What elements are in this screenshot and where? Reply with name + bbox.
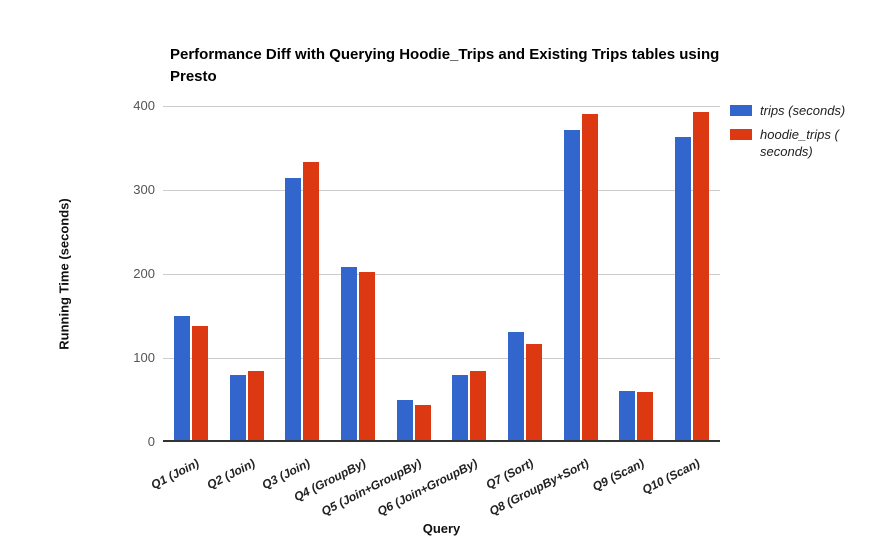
bar-group bbox=[386, 106, 442, 442]
plot-area bbox=[163, 106, 720, 442]
bar-group bbox=[442, 106, 498, 442]
bar bbox=[452, 374, 469, 442]
x-tick-label: Q2 (Join) bbox=[204, 456, 257, 493]
bar bbox=[619, 390, 636, 442]
gridline bbox=[163, 358, 720, 359]
legend-swatch-icon bbox=[730, 105, 752, 116]
bar bbox=[563, 130, 580, 442]
bar bbox=[303, 162, 320, 442]
bar bbox=[414, 405, 431, 442]
bars-layer bbox=[163, 106, 720, 442]
bar bbox=[581, 114, 598, 442]
x-tick-label: Q6 (Join+GroupBy) bbox=[375, 456, 480, 519]
gridline bbox=[163, 190, 720, 191]
bar-group bbox=[330, 106, 386, 442]
legend-label: trips (seconds) bbox=[760, 103, 846, 118]
bar bbox=[396, 400, 413, 442]
bar-group bbox=[219, 106, 275, 442]
bar bbox=[358, 272, 375, 442]
gridline bbox=[163, 274, 720, 275]
bar bbox=[637, 392, 654, 442]
legend-item: trips (seconds) bbox=[730, 102, 878, 119]
bar bbox=[247, 371, 264, 442]
y-tick-label: 400 bbox=[133, 98, 155, 113]
x-tick-label: Q1 (Join) bbox=[148, 456, 202, 493]
x-axis-title: Query bbox=[422, 521, 461, 536]
bar-group bbox=[609, 106, 665, 442]
legend-swatch-icon bbox=[730, 129, 752, 140]
bar-group bbox=[497, 106, 553, 442]
bar bbox=[470, 371, 487, 442]
y-tick-label: 100 bbox=[133, 350, 155, 365]
bar bbox=[693, 111, 710, 442]
x-tick-label: Q9 (Scan) bbox=[590, 456, 647, 494]
y-tick-label: 0 bbox=[147, 434, 155, 449]
bar bbox=[340, 267, 357, 442]
bar-group bbox=[274, 106, 330, 442]
legend: trips (seconds) hoodie_trips ( seconds) bbox=[730, 102, 878, 167]
bar bbox=[173, 316, 190, 442]
bar bbox=[229, 374, 246, 442]
legend-label: hoodie_trips ( seconds) bbox=[760, 127, 839, 159]
bar bbox=[191, 326, 208, 442]
gridline bbox=[163, 106, 720, 107]
y-tick-label: 200 bbox=[133, 266, 155, 281]
y-tick-label: 300 bbox=[133, 182, 155, 197]
chart-title: Performance Diff with Querying Hoodie_Tr… bbox=[170, 46, 720, 85]
x-axis-line bbox=[163, 440, 720, 442]
bar-group bbox=[163, 106, 219, 442]
x-tick-label: Q10 (Scan) bbox=[640, 456, 703, 497]
bar bbox=[675, 137, 692, 442]
bar bbox=[508, 331, 525, 442]
bar-group bbox=[553, 106, 609, 442]
x-tick-label: Q8 (GroupBy+Sort) bbox=[487, 456, 592, 519]
legend-item: hoodie_trips ( seconds) bbox=[730, 126, 878, 160]
bar-group bbox=[664, 106, 720, 442]
x-tick-label: Q5 (Join+GroupBy) bbox=[319, 456, 425, 519]
y-axis-title: Running Time (seconds) bbox=[56, 198, 72, 350]
bar bbox=[526, 343, 543, 442]
bar bbox=[285, 178, 302, 442]
